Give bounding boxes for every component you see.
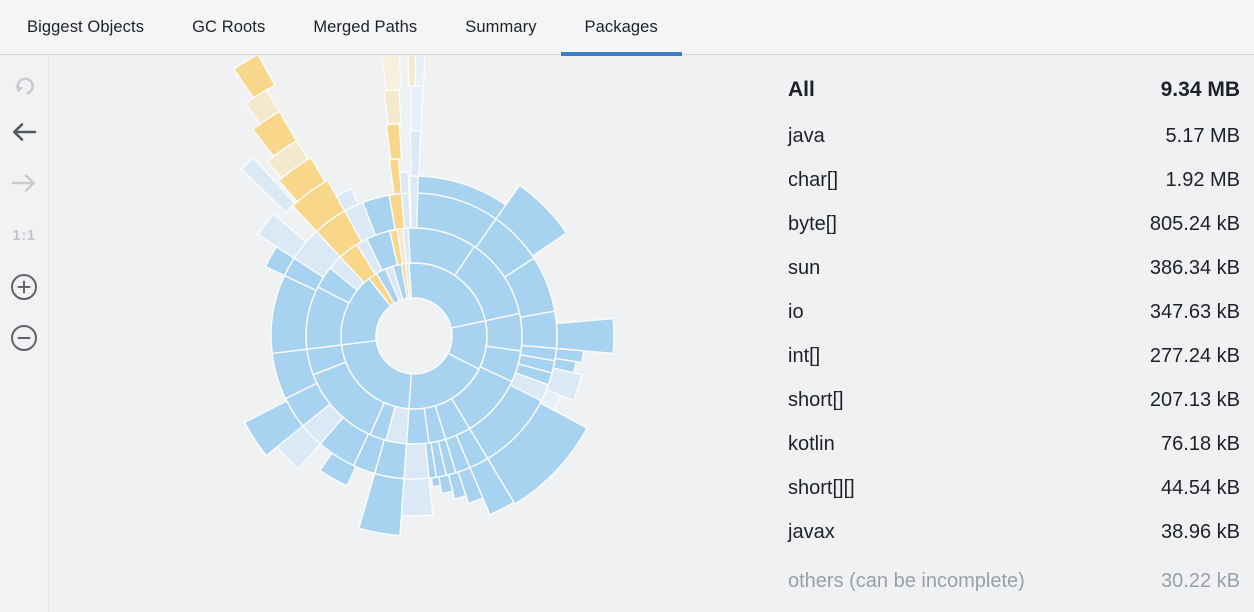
tab-label: Biggest Objects (27, 17, 145, 36)
packages-panel: All 9.34 MB java 5.17 MB char[] 1.92 MB … (766, 56, 1254, 612)
sunburst-segment[interactable] (232, 56, 276, 100)
sunburst-segment[interactable] (385, 122, 403, 161)
package-name: char[] (788, 168, 839, 191)
sunburst-segment[interactable] (410, 85, 424, 132)
package-size: 277.24 kB (1149, 344, 1240, 367)
package-name: short[] (788, 388, 844, 411)
sunburst-segment[interactable] (400, 477, 434, 517)
sunburst-segment[interactable] (358, 472, 405, 537)
sunburst-svg (232, 56, 615, 537)
package-size: 9.34 MB (1160, 78, 1240, 101)
arrow-left-icon (11, 122, 37, 142)
package-size: 386.34 kB (1149, 256, 1240, 279)
sunburst-segment[interactable] (383, 88, 402, 126)
package-name: byte[] (788, 212, 837, 235)
packages-row-short-array[interactable]: short[] 207.13 kB (788, 378, 1240, 422)
packages-row-javax[interactable]: javax 38.96 kB (788, 510, 1240, 554)
zoom-in-button[interactable] (1, 270, 47, 304)
package-name: kotlin (788, 432, 835, 455)
reset-view-button[interactable] (1, 69, 47, 103)
sunburst-segment[interactable] (409, 175, 419, 229)
sunburst-segment[interactable] (240, 156, 296, 214)
sunburst-segment[interactable] (495, 184, 568, 257)
packages-row-short-array-2d[interactable]: short[][] 44.54 kB (788, 466, 1240, 510)
tab-biggest-objects[interactable]: Biggest Objects (3, 0, 168, 55)
sunburst-segment[interactable] (409, 130, 422, 177)
package-name: io (788, 300, 804, 323)
sunburst-segment[interactable] (430, 475, 442, 488)
sunburst-segment[interactable] (484, 312, 523, 352)
packages-row-char-array[interactable]: char[] 1.92 MB (788, 158, 1240, 202)
packages-row-sun[interactable]: sun 386.34 kB (788, 246, 1240, 290)
rotate-left-icon (11, 73, 37, 99)
back-button[interactable] (1, 115, 47, 149)
package-name: short[][] (788, 476, 855, 499)
packages-row-others[interactable]: others (can be incomplete) 30.22 kB (788, 559, 1240, 603)
tab-gc-roots[interactable]: GC Roots (168, 0, 289, 55)
arrow-right-icon (11, 173, 37, 193)
tab-label: GC Roots (192, 17, 266, 36)
package-size: 5.17 MB (1165, 124, 1240, 147)
package-size: 30.22 kB (1161, 569, 1240, 592)
package-name: sun (788, 256, 821, 279)
package-size: 347.63 kB (1149, 300, 1240, 323)
package-name: javax (788, 520, 835, 543)
sunburst-segment[interactable] (318, 452, 357, 487)
packages-sunburst-chart[interactable] (50, 56, 760, 612)
package-size: 805.24 kB (1149, 212, 1240, 235)
packages-row-io[interactable]: io 347.63 kB (788, 290, 1240, 334)
zoom-out-button[interactable] (1, 321, 47, 355)
tab-label: Merged Paths (313, 17, 418, 36)
plus-circle-icon (10, 273, 38, 301)
package-name: java (788, 124, 825, 147)
sunburst-segment[interactable] (519, 310, 558, 350)
packages-row-java[interactable]: java 5.17 MB (788, 114, 1240, 158)
sunburst-segment[interactable] (335, 187, 360, 212)
package-size: 38.96 kB (1161, 520, 1240, 543)
package-size: 207.13 kB (1149, 388, 1240, 411)
sunburst-segment[interactable] (414, 56, 426, 87)
chart-toolbar: 1:1 (0, 56, 49, 612)
packages-row-all[interactable]: All 9.34 MB (788, 66, 1240, 114)
package-size: 44.54 kB (1161, 476, 1240, 499)
sunburst-segment[interactable] (407, 56, 417, 87)
sunburst-segment[interactable] (243, 399, 304, 457)
package-name: All (788, 78, 815, 101)
sunburst-segment[interactable] (555, 317, 615, 355)
sunburst-segment[interactable] (405, 407, 430, 445)
tab-bar: Biggest Objects GC Roots Merged Paths Su… (0, 0, 1254, 56)
tab-summary[interactable]: Summary (441, 0, 560, 55)
actual-size-button[interactable]: 1:1 (1, 218, 47, 252)
package-size: 1.92 MB (1165, 168, 1240, 191)
package-name: others (can be incomplete) (788, 569, 1025, 592)
sunburst-segment[interactable] (403, 442, 430, 480)
package-name: int[] (788, 344, 821, 367)
package-size: 76.18 kB (1161, 432, 1240, 455)
minus-circle-icon (10, 324, 38, 352)
tab-packages[interactable]: Packages (560, 0, 683, 56)
sunburst-segment[interactable] (381, 56, 402, 92)
sunburst-segment[interactable] (257, 213, 308, 260)
sunburst-segment[interactable] (486, 402, 589, 505)
tab-label: Packages (584, 17, 658, 36)
tab-label: Summary (465, 17, 537, 36)
one-to-one-icon: 1:1 (12, 226, 36, 244)
packages-row-byte-array[interactable]: byte[] 805.24 kB (788, 202, 1240, 246)
tab-merged-paths[interactable]: Merged Paths (289, 0, 441, 55)
packages-row-int-array[interactable]: int[] 277.24 kB (788, 334, 1240, 378)
packages-row-kotlin[interactable]: kotlin 76.18 kB (788, 422, 1240, 466)
sunburst-segment[interactable] (398, 171, 410, 195)
forward-button[interactable] (1, 166, 47, 200)
